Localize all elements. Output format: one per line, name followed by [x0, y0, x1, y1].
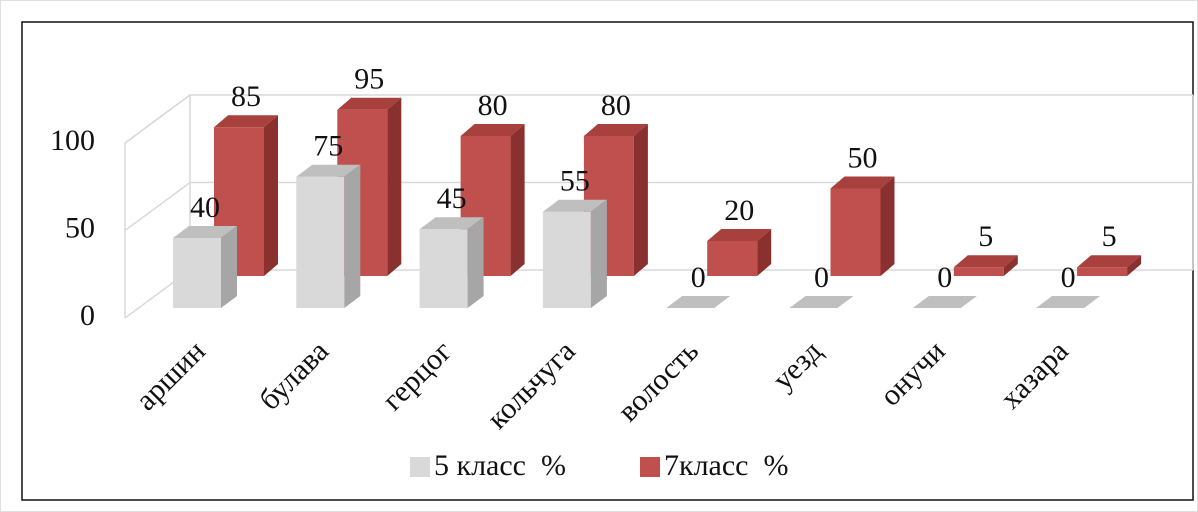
value-label: 85	[231, 80, 261, 113]
bar-top	[912, 296, 977, 308]
bar-side	[467, 217, 484, 308]
bar-top	[830, 176, 895, 189]
bar-top	[173, 226, 237, 238]
bar-side	[757, 229, 772, 276]
value-label: 80	[478, 89, 508, 122]
legend-label: 5 класс %	[434, 449, 566, 482]
y-tick-label: 100	[50, 124, 95, 157]
bar-side	[344, 164, 361, 308]
bar-front	[830, 188, 881, 276]
value-label: 45	[437, 182, 467, 215]
bar-top	[1077, 255, 1142, 268]
bar-side	[510, 124, 525, 276]
bar-side	[590, 199, 607, 308]
value-label: 50	[848, 141, 878, 174]
bar-side	[387, 97, 402, 276]
value-label: 55	[560, 165, 590, 198]
bar-side	[221, 226, 237, 308]
bar-side	[880, 176, 895, 276]
bar-top	[419, 217, 484, 230]
bar-front	[707, 241, 758, 276]
value-label: 80	[601, 89, 631, 122]
value-label: 75	[313, 130, 343, 163]
value-label: 5	[1102, 220, 1117, 253]
bar-top	[460, 124, 525, 136]
value-label: 0	[937, 261, 952, 294]
bar-side	[264, 115, 278, 276]
y-tick-label: 50	[65, 211, 95, 244]
bar-top	[583, 124, 648, 136]
legend-label: 7класс %	[664, 449, 788, 482]
value-label: 40	[190, 191, 220, 224]
bar-top	[542, 199, 607, 212]
bar-front	[542, 211, 591, 308]
bar-top	[707, 229, 772, 241]
value-label: 95	[354, 63, 384, 96]
bar-top	[1036, 296, 1101, 308]
value-label: 20	[724, 194, 754, 227]
value-label: 0	[1061, 261, 1076, 294]
bar-front	[419, 229, 468, 308]
grid-line	[124, 94, 1193, 144]
bar-top	[666, 296, 731, 308]
value-label: 0	[691, 261, 706, 294]
y-tick-label: 0	[80, 299, 95, 332]
bar-side	[1003, 255, 1018, 276]
bar-front	[296, 176, 345, 308]
bar-top	[214, 115, 278, 128]
bar-top	[953, 255, 1018, 268]
bar-side	[633, 124, 648, 276]
legend-swatch	[410, 457, 430, 477]
bar-side	[1127, 255, 1142, 276]
value-label: 0	[814, 261, 829, 294]
legend-swatch	[640, 457, 660, 477]
bar-top	[337, 97, 402, 110]
bar-front	[173, 238, 221, 308]
bar-front	[1077, 267, 1128, 276]
bar-front	[953, 267, 1004, 276]
value-label: 5	[978, 220, 993, 253]
bar-top	[789, 296, 854, 308]
bar-top	[296, 164, 361, 177]
